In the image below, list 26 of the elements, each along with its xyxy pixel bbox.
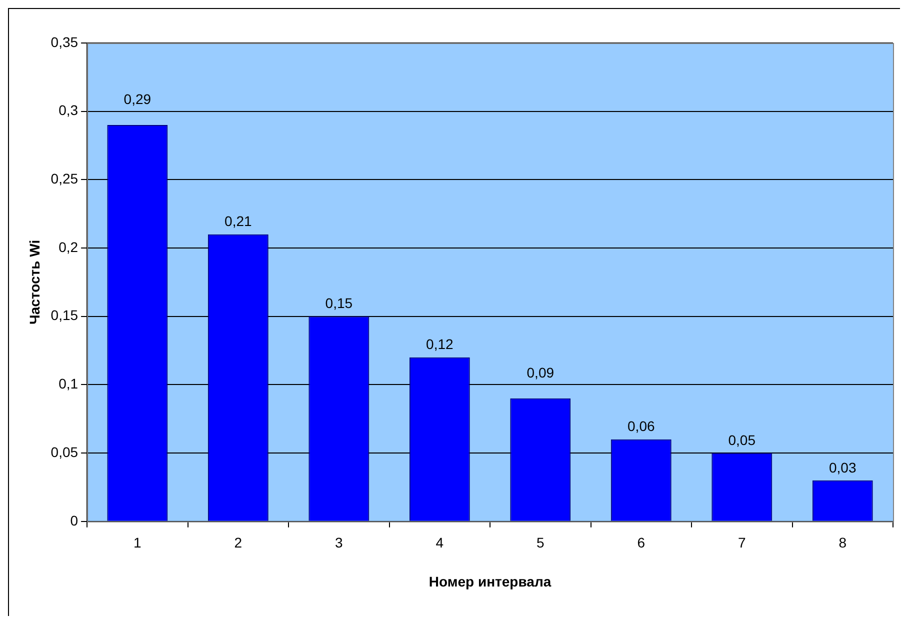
data-label: 0,29	[124, 91, 152, 108]
x-axis-title: Номер интервала	[428, 573, 552, 590]
data-label: 0,05	[728, 432, 756, 448]
y-tick-label: 0,15	[50, 307, 78, 324]
x-tick-label: 6	[637, 534, 646, 551]
data-label: 0,21	[224, 213, 252, 230]
x-tick-label: 1	[134, 534, 142, 551]
x-tick-label: 7	[738, 534, 746, 551]
y-axis-title: Частость Wi	[26, 240, 42, 324]
y-tick-label: 0,2	[58, 238, 78, 255]
x-tick-label: 8	[838, 534, 847, 551]
y-tick-label: 0	[70, 512, 78, 528]
data-label: 0,12	[426, 336, 454, 352]
x-tick-label: 3	[335, 534, 344, 551]
y-tick-label: 0,25	[50, 170, 78, 187]
x-tick-label: 2	[234, 534, 242, 551]
data-label: 0,06	[628, 418, 655, 434]
x-tick-label: 5	[536, 534, 544, 551]
y-tick-label: 0,3	[58, 102, 78, 118]
data-label: 0,15	[325, 295, 353, 312]
y-tick-label: 0,05	[50, 444, 78, 460]
y-tick-label: 0,35	[50, 34, 78, 50]
data-label: 0,03	[829, 459, 856, 476]
x-tick-label: 4	[436, 534, 444, 551]
y-tick-label: 0,1	[58, 376, 78, 392]
data-label: 0,09	[526, 364, 554, 381]
